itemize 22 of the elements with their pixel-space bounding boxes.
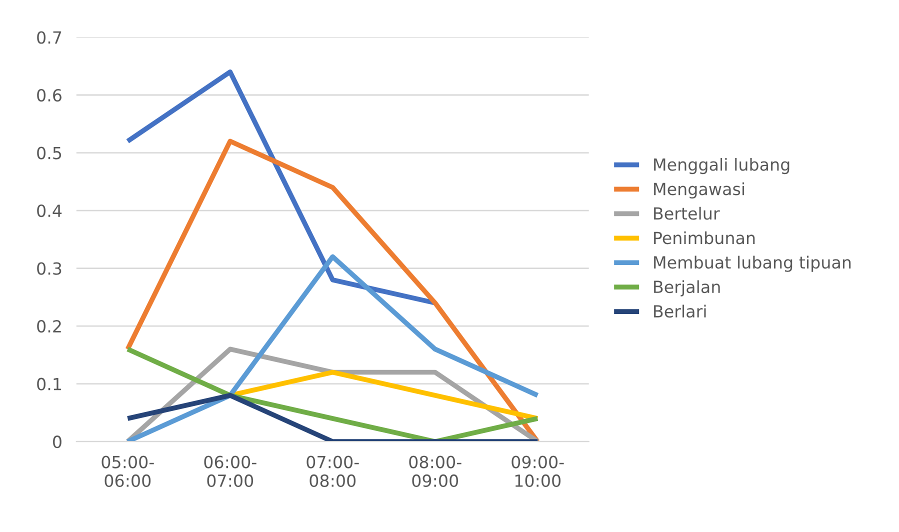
y-tick-label: 0.7 [37, 31, 62, 44]
x-tick-label: 06:00- 07:00 [204, 456, 256, 488]
x-tick-label: 08:00- 09:00 [409, 456, 462, 488]
y-tick-label: 0.2 [37, 320, 61, 333]
legend-label: Bertelur [654, 206, 720, 220]
x-tick-label: 07:00- 08:00 [306, 456, 359, 488]
y-tick-label: 0.3 [37, 262, 62, 275]
legend-label: Berlari [654, 304, 706, 318]
legend-label: Menggali lubang [654, 158, 790, 174]
y-tick-label: 0.1 [37, 378, 61, 390]
line-series [125, 254, 540, 442]
y-tick-label: 0.5 [37, 146, 62, 160]
x-tick-label: 09:00- 10:00 [512, 456, 564, 488]
x-tick-label: 05:00- 06:00 [102, 456, 154, 488]
y-tick-label: 0 [53, 436, 62, 448]
legend-label: Membuat lubang tipuan [654, 256, 851, 272]
legend-label: Berjalan [654, 280, 720, 296]
y-tick-label: 0.6 [37, 88, 62, 102]
legend-label: Penimbunan [654, 231, 755, 244]
line-series [125, 138, 540, 442]
legend-label: Mengawasi [654, 182, 744, 199]
y-tick-label: 0.4 [37, 204, 62, 218]
